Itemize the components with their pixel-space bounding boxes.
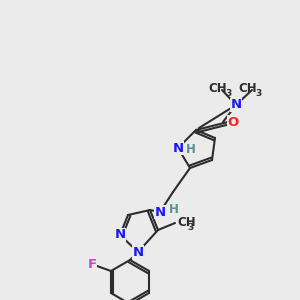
Text: H: H	[186, 143, 196, 156]
Text: H: H	[169, 203, 179, 216]
Text: 3: 3	[256, 88, 262, 98]
Text: N: N	[230, 98, 242, 112]
Text: F: F	[87, 259, 97, 272]
Text: N: N	[154, 206, 166, 218]
Text: O: O	[227, 116, 239, 128]
Text: CH: CH	[239, 82, 257, 95]
Text: 3: 3	[226, 88, 232, 98]
Text: N: N	[172, 142, 184, 154]
Text: N: N	[132, 245, 144, 259]
Text: CH: CH	[209, 82, 227, 95]
Text: CH: CH	[177, 217, 196, 230]
Text: 3: 3	[187, 223, 193, 232]
Text: N: N	[114, 229, 126, 242]
